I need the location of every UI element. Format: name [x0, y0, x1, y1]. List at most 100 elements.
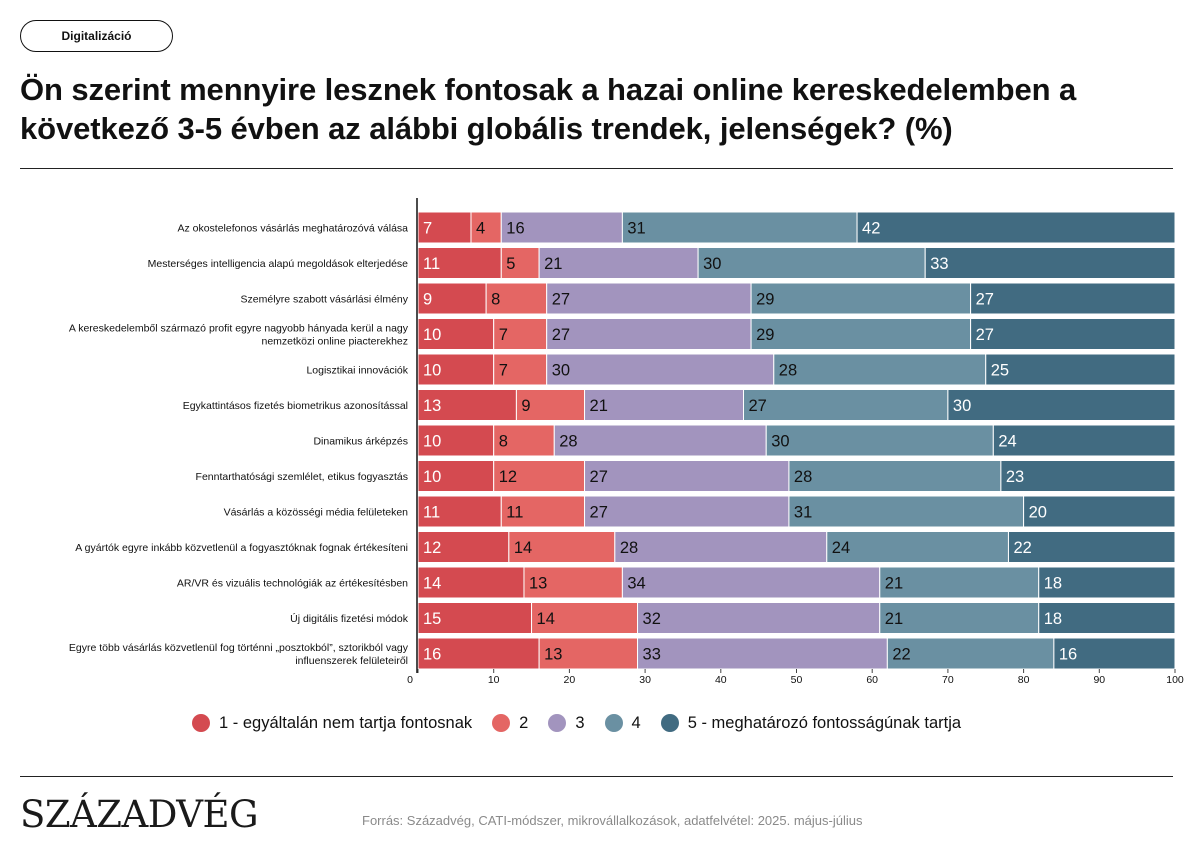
bar-segment-4 — [773, 353, 987, 386]
legend-item-4: 4 — [604, 714, 641, 733]
bar-value-label: 4 — [476, 220, 485, 238]
bar-value-label: 27 — [552, 326, 570, 344]
bar-value-label: 33 — [643, 646, 661, 664]
category-label: Vásárlás a közösségi média felületeken — [224, 507, 409, 519]
bar-value-label: 29 — [756, 326, 774, 344]
bar-value-label: 7 — [499, 326, 508, 344]
bar-segment-3 — [584, 460, 790, 492]
bar-segment-5 — [1038, 566, 1176, 599]
x-tick-label: 80 — [1018, 674, 1030, 686]
bar-value-label: 12 — [423, 539, 441, 557]
bar-segment-4 — [750, 282, 972, 315]
bar-segment-1 — [417, 318, 495, 350]
bar-segment-4 — [621, 211, 858, 244]
bar-value-label: 8 — [491, 291, 500, 309]
bar-value-label: 30 — [703, 255, 721, 273]
bar-value-label: 20 — [1029, 504, 1047, 522]
bar-segment-5 — [947, 389, 1176, 421]
category-label: Személyre szabott vásárlási élmény — [241, 294, 409, 306]
bar-segment-3 — [621, 566, 881, 599]
bar-value-label: 28 — [620, 539, 638, 557]
bar-segment-4 — [743, 389, 949, 421]
category-tag[interactable]: Digitalizáció — [20, 20, 173, 52]
bar-segment-2 — [493, 318, 548, 350]
category-label: AR/VR és vizuális technológiák az értéke… — [177, 578, 408, 590]
bar-value-label: 8 — [499, 433, 508, 451]
bar-segment-1 — [417, 531, 510, 563]
bar-segment-2 — [500, 495, 586, 528]
bar-segment-3 — [546, 318, 752, 350]
bar-segment-1 — [417, 460, 495, 492]
bar-value-label: 24 — [832, 539, 850, 557]
bar-segment-2 — [500, 247, 540, 279]
bar-segment-1 — [417, 424, 495, 457]
x-tick-label: 30 — [639, 674, 651, 686]
category-label: Fenntarthatósági szemlélet, etikus fogya… — [196, 471, 408, 483]
category-label: Egyre több vásárlás közvetlenül fog tört… — [69, 642, 409, 667]
bar-segment-2 — [515, 389, 586, 421]
bar-segment-5 — [856, 211, 1176, 244]
bar-value-label: 16 — [423, 646, 441, 664]
bar-value-label: 28 — [559, 433, 577, 451]
top-divider — [20, 168, 1173, 169]
bar-segment-3 — [614, 531, 828, 563]
bar-value-label: 22 — [1013, 539, 1031, 557]
category-label: A kereskedelemből származó profit egyre … — [69, 323, 409, 348]
bar-segment-5 — [924, 247, 1176, 279]
bar-value-label: 11 — [423, 255, 440, 273]
bar-segment-1 — [417, 353, 495, 386]
bar-segment-4 — [750, 318, 972, 350]
bar-segment-3 — [637, 637, 888, 670]
bar-value-label: 42 — [862, 220, 880, 238]
legend-swatch-2 — [492, 714, 511, 732]
category-label: Logisztikai innovációk — [306, 365, 408, 377]
bar-segment-4 — [826, 531, 1009, 563]
x-tick-label: 50 — [791, 674, 803, 686]
x-tick-label: 60 — [866, 674, 878, 686]
bar-value-label: 21 — [885, 575, 903, 593]
bar-value-label: 21 — [544, 255, 562, 273]
bar-segment-1 — [417, 637, 540, 670]
bar-segment-5 — [1007, 531, 1176, 563]
bar-value-label: 27 — [590, 504, 608, 522]
legend-swatch-1 — [192, 714, 210, 732]
bar-value-label: 28 — [794, 468, 812, 486]
legend-label-2: 2 — [519, 713, 529, 732]
bar-segment-2 — [485, 282, 548, 315]
brand-logo: SZÁZADVÉG — [20, 793, 259, 836]
legend-label-1: 1 - egyáltalán nem tartja fontosnak — [219, 713, 473, 732]
bar-segment-5 — [1023, 495, 1176, 528]
bar-segment-1 — [417, 211, 472, 244]
bar-segment-4 — [879, 566, 1040, 599]
legend-item-3: 3 — [548, 714, 585, 733]
bar-value-label: 31 — [794, 504, 812, 522]
bar-value-label: 27 — [552, 291, 570, 309]
bar-value-label: 21 — [590, 397, 608, 415]
bar-segment-5 — [970, 282, 1176, 315]
bar-value-label: 27 — [749, 397, 767, 415]
bar-segment-3 — [553, 424, 767, 457]
bar-value-label: 13 — [529, 575, 547, 593]
bar-value-label: 30 — [953, 397, 971, 415]
bar-segment-2 — [531, 602, 639, 634]
bar-segment-3 — [500, 211, 623, 244]
bar-value-label: 14 — [514, 539, 532, 557]
category-label: Egykattintásos fizetés biometrikus azono… — [183, 400, 408, 412]
x-tick-label: 10 — [488, 674, 500, 686]
bar-value-label: 30 — [771, 433, 789, 451]
bar-value-label: 11 — [423, 504, 440, 522]
bar-value-label: 12 — [499, 468, 517, 486]
stacked-bar-chart: 7 4 16 31 42 Az okostelefonos vásárlás meghat… — [69, 198, 1184, 686]
bar-value-label: 24 — [998, 433, 1016, 451]
bar-value-label: 10 — [423, 362, 441, 380]
bar-value-label: 7 — [499, 362, 508, 380]
bar-segment-3 — [637, 602, 881, 634]
bar-value-label: 18 — [1044, 610, 1062, 628]
chart-legend: 1 - egyáltalán nem tartja fontosnak 2 3 … — [192, 711, 961, 735]
bar-value-label: 13 — [423, 397, 441, 415]
bar-value-label: 30 — [552, 362, 570, 380]
bar-value-label: 16 — [1059, 646, 1077, 664]
bar-segment-3 — [538, 247, 699, 279]
bar-value-label: 23 — [1006, 468, 1024, 486]
bar-segment-3 — [546, 282, 752, 315]
